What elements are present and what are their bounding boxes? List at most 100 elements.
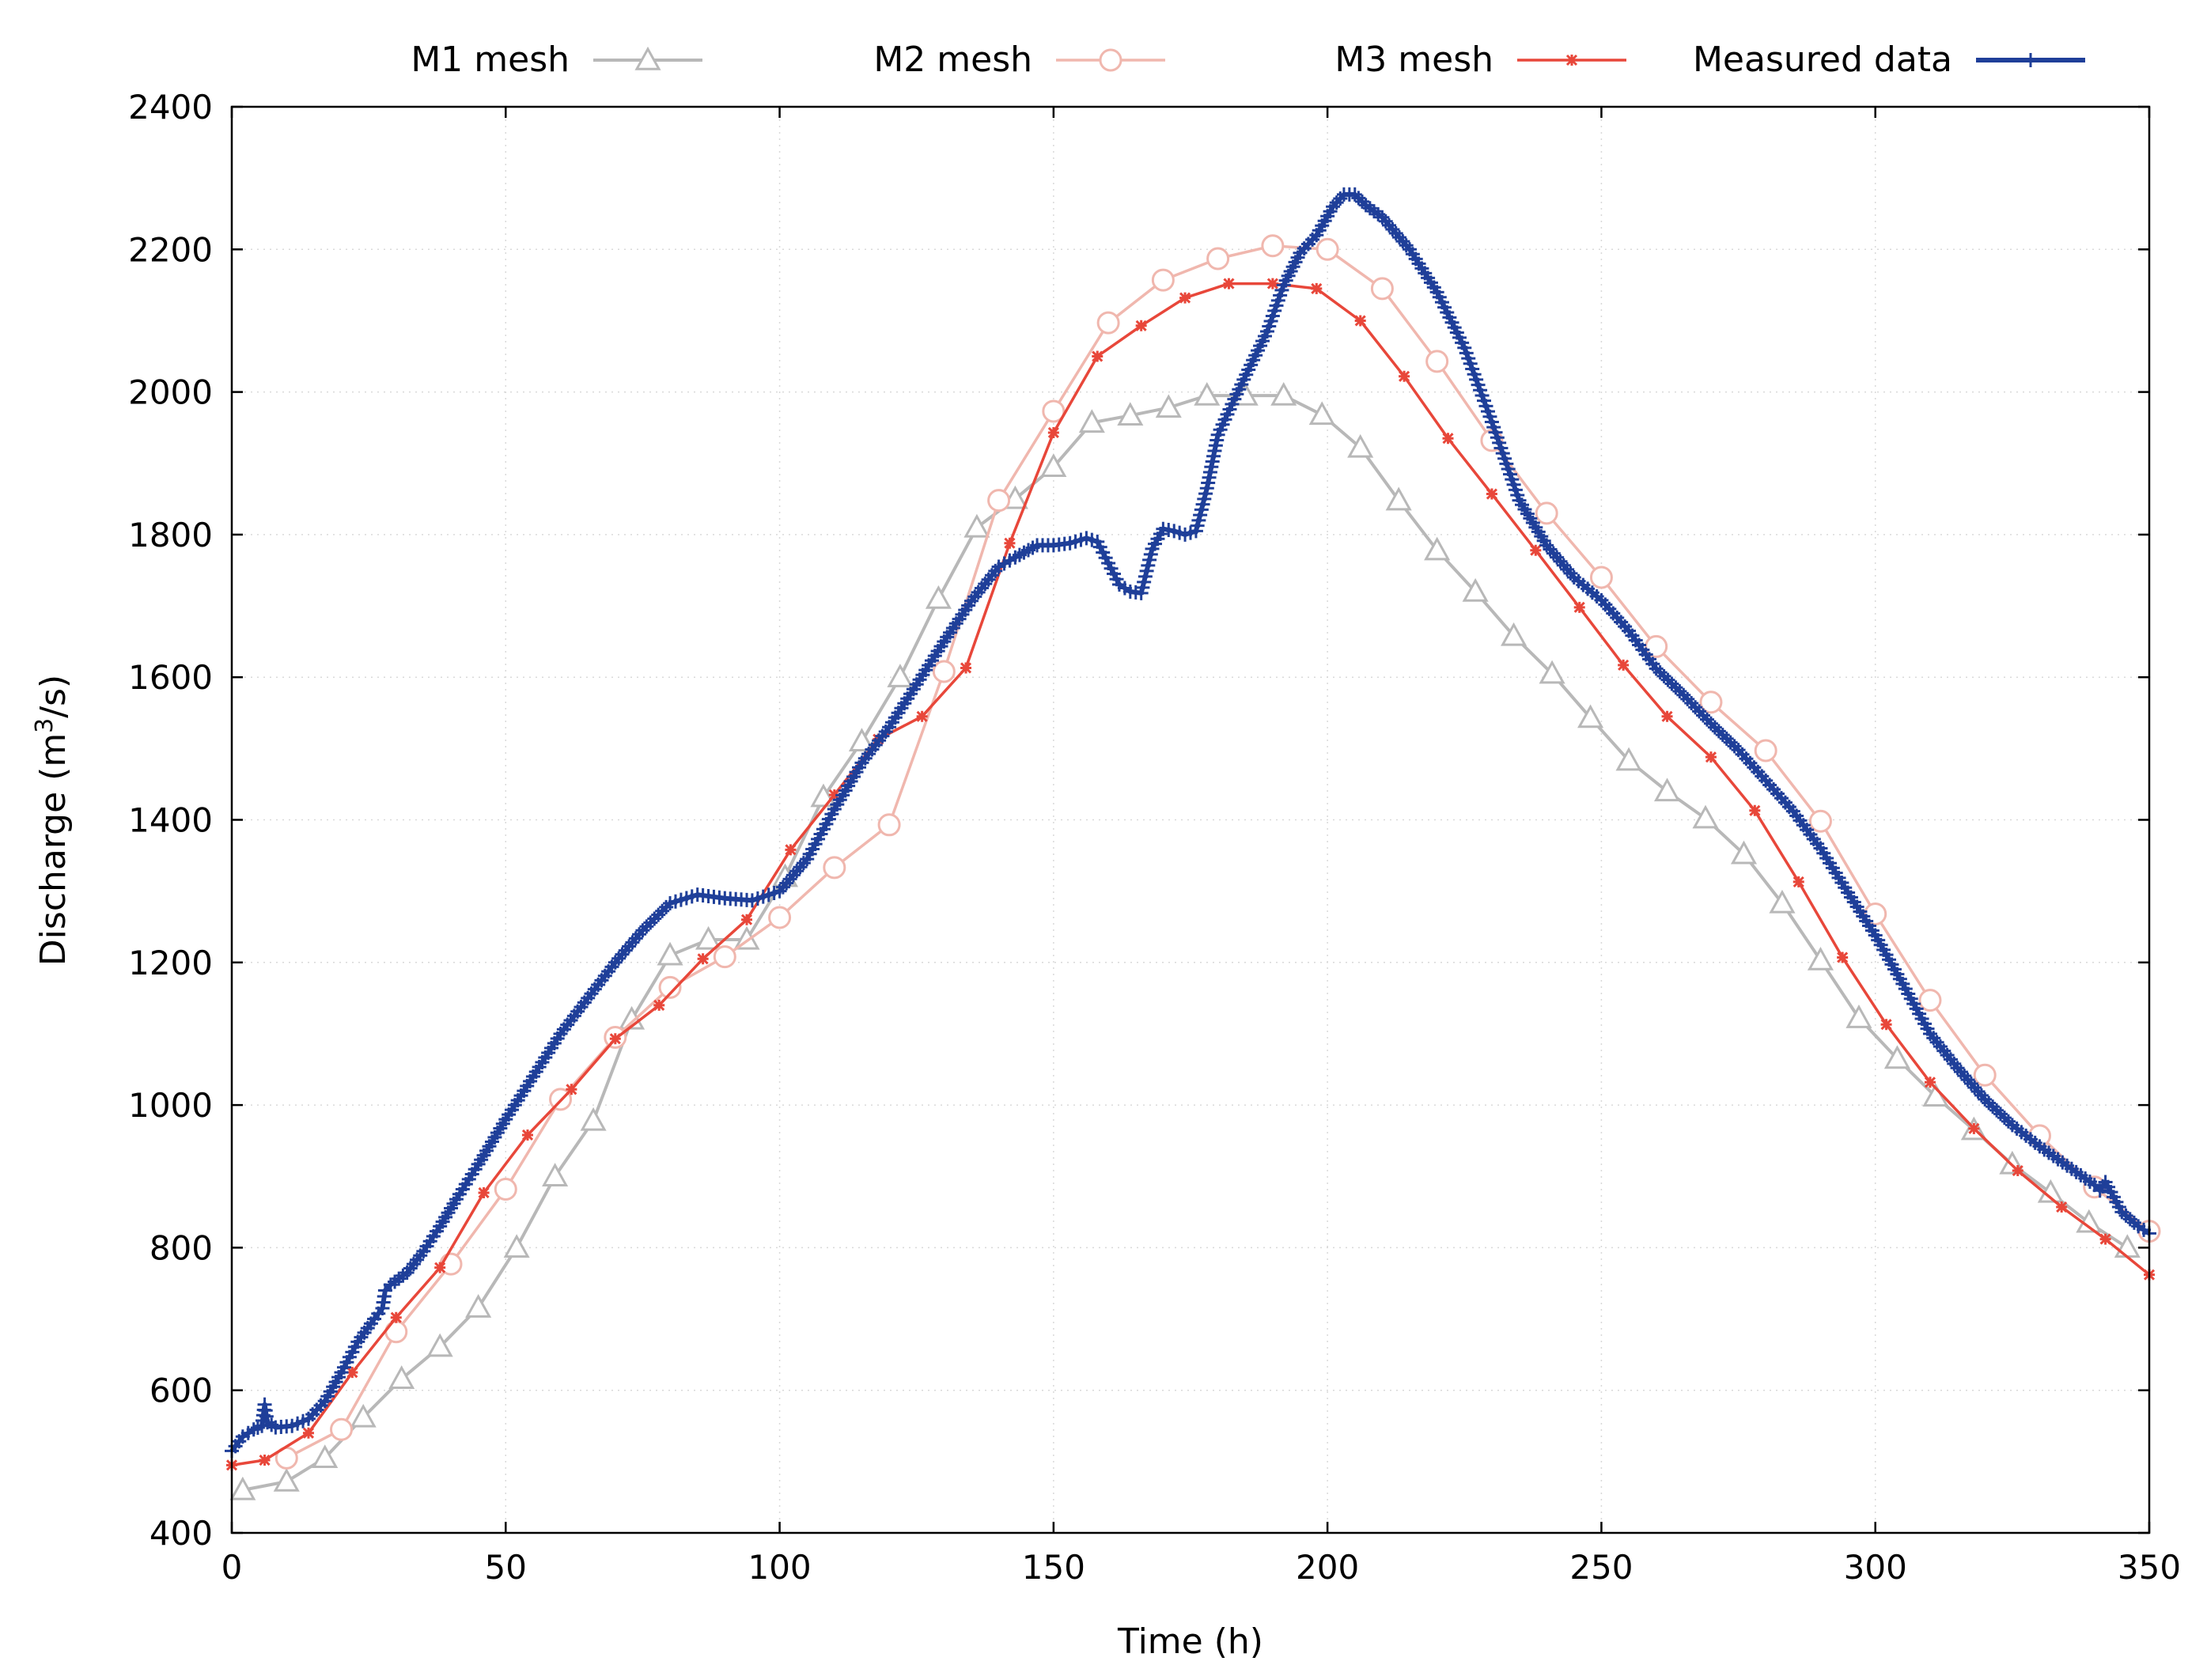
data-point-m1-mesh [1730,840,1758,865]
data-point-m2-mesh [1261,234,1285,258]
data-point-m1-mesh [1883,1045,1910,1069]
data-point-m3-mesh [1266,278,1278,289]
data-point-m1-mesh [1577,704,1604,728]
data-point-m3-mesh [1880,1019,1892,1031]
legend-label-m2-mesh: M2 mesh [873,40,1032,80]
data-point-m2-mesh [1096,311,1120,335]
data-point-m3-mesh [1354,315,1366,327]
data-point-m2-mesh [1808,809,1832,833]
data-point-m1-mesh [925,585,952,609]
data-point-m1-mesh [887,664,914,687]
data-point-m1-mesh [580,1107,607,1131]
legend-entry-m1-mesh: M1 mesh [411,40,702,80]
legend-marker-m2-mesh [1099,48,1122,72]
data-point-m3-mesh [1486,488,1497,500]
data-point-m1-mesh [1040,453,1067,477]
data-point-m2-mesh [1042,399,1066,423]
x-tick-label: 150 [1022,1548,1085,1587]
data-point-m1-mesh [1308,401,1335,426]
data-point-m3-mesh [1792,876,1804,887]
data-point-m2-mesh [1315,237,1339,261]
data-point-m1-mesh [848,728,876,752]
series-line-m3-mesh [231,282,2151,1467]
data-point-m1-mesh [503,1234,530,1258]
data-point-m1-mesh [1347,433,1374,458]
y-axis-label: Discharge (m3/s) [31,675,74,966]
data-point-m2-mesh [987,489,1011,513]
data-point-m3-mesh [1442,433,1454,445]
x-tick-label: 250 [1569,1548,1633,1587]
data-point-m1-mesh [312,1444,339,1469]
data-point-m3-mesh [521,1129,534,1141]
x-tick-label: 100 [748,1548,811,1587]
y-tick-label: 2400 [128,88,213,127]
data-point-m3-mesh [1223,278,1235,289]
data-point-m3-mesh [1530,544,1542,556]
data-point-m1-mesh [1845,1005,1872,1028]
data-point-m1-mesh [1078,409,1105,433]
data-point-m1-mesh [1807,947,1834,971]
data-point-m1-mesh [2114,1234,2141,1258]
legend-entry-measured-data: Measured data [1693,40,2085,80]
data-point-m3-mesh [2056,1201,2068,1213]
data-point-m3-mesh [566,1084,577,1095]
data-point-m3-mesh [478,1186,490,1199]
data-point-m3-mesh [1968,1122,1980,1134]
data-point-m3-mesh [1837,952,1849,963]
y-tick-label: 2000 [128,373,213,412]
legend-label-measured-data: Measured data [1693,40,1952,80]
data-point-m1-mesh [657,941,683,966]
y-tick-label: 1800 [128,516,213,554]
legend-marker-measured-data [2023,53,2038,67]
y-axis-label-sup: 3 [31,718,59,733]
series-m1-mesh [229,382,2141,1500]
data-point-m3-mesh [346,1367,358,1379]
data-point-m3-mesh [828,789,840,801]
data-point-m2-mesh [932,660,956,683]
gridlines [232,107,2149,1533]
data-point-m3-mesh [1135,320,1147,331]
y-tick-label: 400 [150,1514,213,1553]
data-point-m1-mesh [1270,382,1297,406]
data-point-m1-mesh [1194,382,1221,406]
x-axis-label: Time (h) [1117,1621,1263,1662]
data-point-m3-mesh [1092,350,1104,362]
data-point-m3-mesh [785,844,797,856]
series-line-measured-data [229,191,2151,1453]
data-point-m3-mesh [960,662,972,674]
data-point-m1-mesh [1385,486,1412,511]
data-point-m3-mesh [1661,710,1673,722]
legend-label-m1-mesh: M1 mesh [411,40,570,80]
data-point-m3-mesh [259,1454,271,1466]
x-tick-label: 300 [1844,1548,1907,1587]
data-point-m1-mesh [963,513,990,538]
data-point-m2-mesh [1425,350,1449,373]
data-point-m3-mesh [1705,751,1717,763]
legend-entry-m3-mesh: M3 mesh [1334,40,1626,80]
series-line-m1-mesh [242,394,2129,1492]
data-point-m1-mesh [1653,778,1681,802]
data-point-m3-mesh [302,1427,315,1439]
data-point-m1-mesh [695,925,722,950]
data-point-m3-mesh [1573,601,1585,613]
data-point-m3-mesh [1399,370,1410,382]
data-point-m3-mesh [390,1311,402,1323]
data-point-m2-mesh [1206,247,1230,271]
data-point-m2-mesh [1645,634,1668,658]
data-point-m3-mesh [653,999,665,1011]
y-tick-label: 600 [150,1372,213,1410]
legend: M1 mesh M2 mesh M3 mesh Measured data [411,40,2085,80]
legend-marker-m1-mesh [634,46,661,70]
x-tick-label: 50 [485,1548,527,1587]
axis-ticks: 0 50 100 150 200 250 300 350 400 600 800 1000 1200 14… [128,88,2181,1587]
data-point-m3-mesh [1749,804,1761,816]
data-point-m3-mesh [2099,1233,2111,1245]
data-point-m1-mesh [1769,889,1796,914]
data-point-m1-mesh [426,1333,453,1357]
data-point-m1-mesh [273,1468,300,1492]
series-measured-data [225,187,2156,1459]
data-point-m1-mesh [1424,536,1451,561]
y-tick-label: 1400 [128,801,213,840]
data-point-m1-mesh [465,1294,492,1318]
